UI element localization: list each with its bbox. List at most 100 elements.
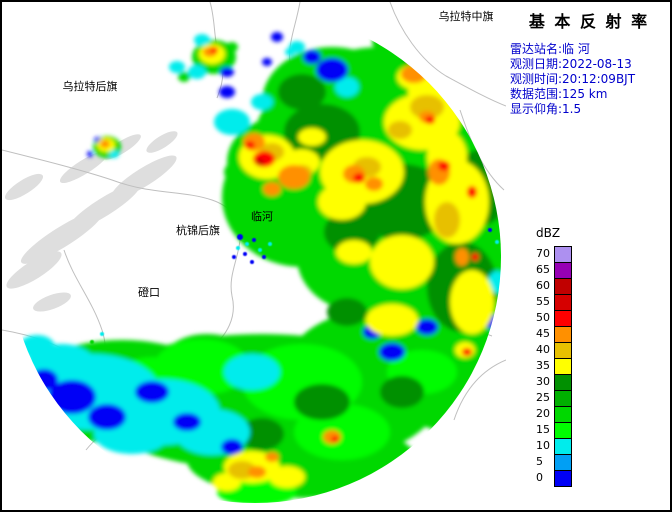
- radar-echo: [366, 304, 418, 336]
- legend-row: 45: [536, 326, 572, 343]
- legend-color-swatch: [554, 246, 572, 263]
- terrain-ridge: [59, 151, 109, 183]
- elevation-line: 显示仰角:1.5: [510, 102, 582, 116]
- radar-echo: [219, 86, 235, 98]
- radar-echo: [298, 128, 326, 146]
- radar-echo: [221, 439, 243, 455]
- legend-value: 65: [536, 263, 550, 276]
- product-title: 基 本 反 射 率: [528, 12, 650, 31]
- radar-speckle: [237, 234, 243, 240]
- radar-echo: [135, 381, 169, 403]
- radar-echo: [335, 77, 359, 97]
- legend-value: 35: [536, 359, 550, 372]
- radar-echo: [251, 94, 273, 110]
- radar-echo: [455, 248, 469, 266]
- radar-echo: [213, 473, 241, 491]
- radar-echo: [285, 48, 295, 56]
- radar-speckle: [258, 248, 262, 252]
- legend-row: 20: [536, 406, 572, 423]
- legend-row: 70: [536, 246, 572, 263]
- map-label: 磴口: [138, 286, 160, 299]
- legend-color-swatch: [554, 262, 572, 279]
- radar-echo: [324, 210, 380, 254]
- radar-echo: [210, 47, 218, 53]
- legend-value: 10: [536, 439, 550, 452]
- terrain-ridge: [4, 173, 44, 201]
- legend-row: 40: [536, 342, 572, 359]
- legend-color-swatch: [554, 342, 572, 359]
- map-label: 乌拉特中旗: [439, 9, 494, 23]
- legend-value: 45: [536, 327, 550, 340]
- legend-row: 15: [536, 422, 572, 439]
- radar-echo: [109, 150, 119, 158]
- radar-echo: [19, 335, 55, 359]
- legend-value: 50: [536, 311, 550, 324]
- radar-speckle: [100, 332, 104, 336]
- radar-echo: [488, 271, 501, 293]
- legend-value: 5: [536, 455, 543, 468]
- legend-color-swatch: [554, 438, 572, 455]
- radar-speckle: [90, 340, 94, 344]
- terrain-ridge: [111, 155, 177, 199]
- radar-echo: [416, 319, 438, 335]
- radar-echo: [169, 61, 185, 73]
- map-label: 杭锦后旗: [176, 223, 220, 237]
- radar-echo: [256, 159, 264, 165]
- legend-value: 25: [536, 391, 550, 404]
- radar-echo: [100, 140, 110, 148]
- radar-speckle: [245, 242, 249, 246]
- station-name-line: 雷达站名:临 河: [510, 42, 590, 56]
- radar-echo: [316, 58, 348, 82]
- radar-echo: [48, 380, 96, 414]
- radar-echo: [194, 34, 210, 46]
- radar-echo: [438, 161, 450, 171]
- radar-speckle: [268, 242, 272, 246]
- radar-echo: [243, 133, 265, 151]
- radar-echo: [294, 384, 350, 420]
- legend-color-swatch: [554, 310, 572, 327]
- radar-echo: [457, 422, 487, 442]
- radar-echo: [336, 240, 372, 264]
- legend-color-swatch: [554, 390, 572, 407]
- terrain-shading: [4, 131, 178, 312]
- legend-value: 60: [536, 279, 550, 292]
- legend-row: 55: [536, 294, 572, 311]
- radar-echo: [265, 452, 279, 462]
- radar-echo: [262, 58, 272, 66]
- legend-row: 5: [536, 454, 572, 471]
- radar-echo: [240, 418, 284, 450]
- boundary-line: [389, 2, 506, 107]
- terrain-ridge: [146, 131, 178, 153]
- radar-echo: [248, 466, 266, 478]
- legend-row: 60: [536, 278, 572, 295]
- radar-scan: [14, 30, 501, 503]
- radar-speckle: [236, 246, 240, 250]
- radar-echo: [450, 270, 494, 334]
- radar-echo: [410, 95, 444, 119]
- radar-echo: [178, 72, 190, 82]
- radar-echo: [365, 177, 383, 191]
- legend-row: 0: [536, 470, 572, 487]
- radar-echo: [14, 391, 50, 417]
- radar-echo: [253, 151, 275, 167]
- radar-echo: [434, 202, 460, 238]
- radar-speckle: [495, 240, 499, 244]
- radar-echo: [331, 436, 339, 442]
- legend-value: 30: [536, 375, 550, 388]
- radar-echo: [188, 65, 206, 79]
- legend-value: 0: [536, 471, 543, 484]
- radar-echo: [462, 348, 472, 356]
- legend-color-swatch: [554, 406, 572, 423]
- radar-echo: [327, 298, 367, 326]
- radar-echo: [30, 369, 58, 391]
- legend-color-swatch: [554, 422, 572, 439]
- radar-echo: [214, 109, 250, 135]
- legend-row: 35: [536, 358, 572, 375]
- obs-date-line: 观测日期:2022-08-13: [510, 57, 632, 71]
- legend-row: 50: [536, 310, 572, 327]
- legend-color-swatch: [554, 470, 572, 487]
- radar-echo: [471, 253, 479, 261]
